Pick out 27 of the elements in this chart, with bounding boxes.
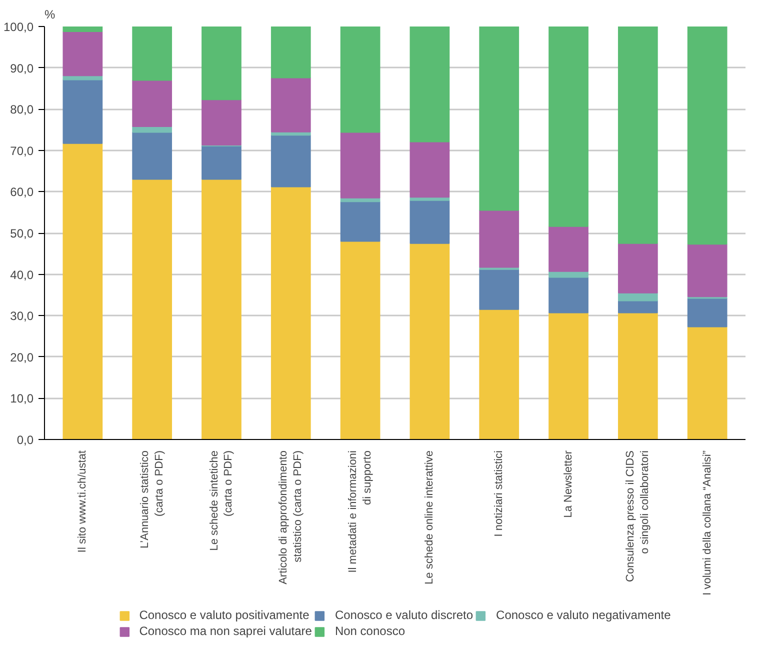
x-tick-label: Il sito www.ti.ch/ustat (76, 450, 89, 553)
x-tick-label: La Newsletter (562, 450, 575, 518)
x-tick-label: I volumi della collana “Analisi” (701, 450, 714, 596)
x-tick-label: Le schede online interattive (424, 450, 436, 584)
legend-label: Conosco ma non saprei valutare (139, 624, 312, 638)
x-tick-label: Il metadati e informazioni di supporto (347, 450, 374, 573)
y-tick-label: 0,0 (16, 433, 34, 447)
legend-label: Conosco e valuto discreto (334, 608, 474, 622)
legend-label: Conosco e valuto positivamente (139, 608, 310, 622)
y-tick-label: 90,0 (10, 61, 34, 76)
y-tick-label: 50,0 (10, 226, 34, 240)
x-tick-label: L’Annuario statistico (carta o PDF) (138, 450, 166, 548)
x-tick-label: Articolo di approfondimento statistico (carta o PDF) (278, 450, 304, 584)
y-tick-label: 70,0 (10, 144, 34, 158)
y-tick-label: 40,0 (10, 268, 34, 282)
y-axis-title: % (44, 8, 56, 22)
y-tick-label: 80,0 (10, 102, 34, 117)
y-tick-label: 60,0 (10, 185, 34, 200)
y-tick-label: 100,0 (3, 20, 34, 34)
y-tick-label: 20,0 (10, 350, 34, 364)
y-tick-label: 30,0 (10, 309, 34, 324)
legend-label: Non conosco (334, 624, 405, 638)
x-tick-label: Le schede sintetiche (carta o PDF) (208, 450, 235, 551)
x-tick-label: I notiziari statistici (493, 450, 506, 537)
x-tick-label: Consulenza presso il CIDS o singoli collaboratori (624, 450, 652, 582)
y-tick-label: 10,0 (10, 392, 34, 406)
legend-label: Conosco e valuto negativamente (496, 608, 671, 622)
